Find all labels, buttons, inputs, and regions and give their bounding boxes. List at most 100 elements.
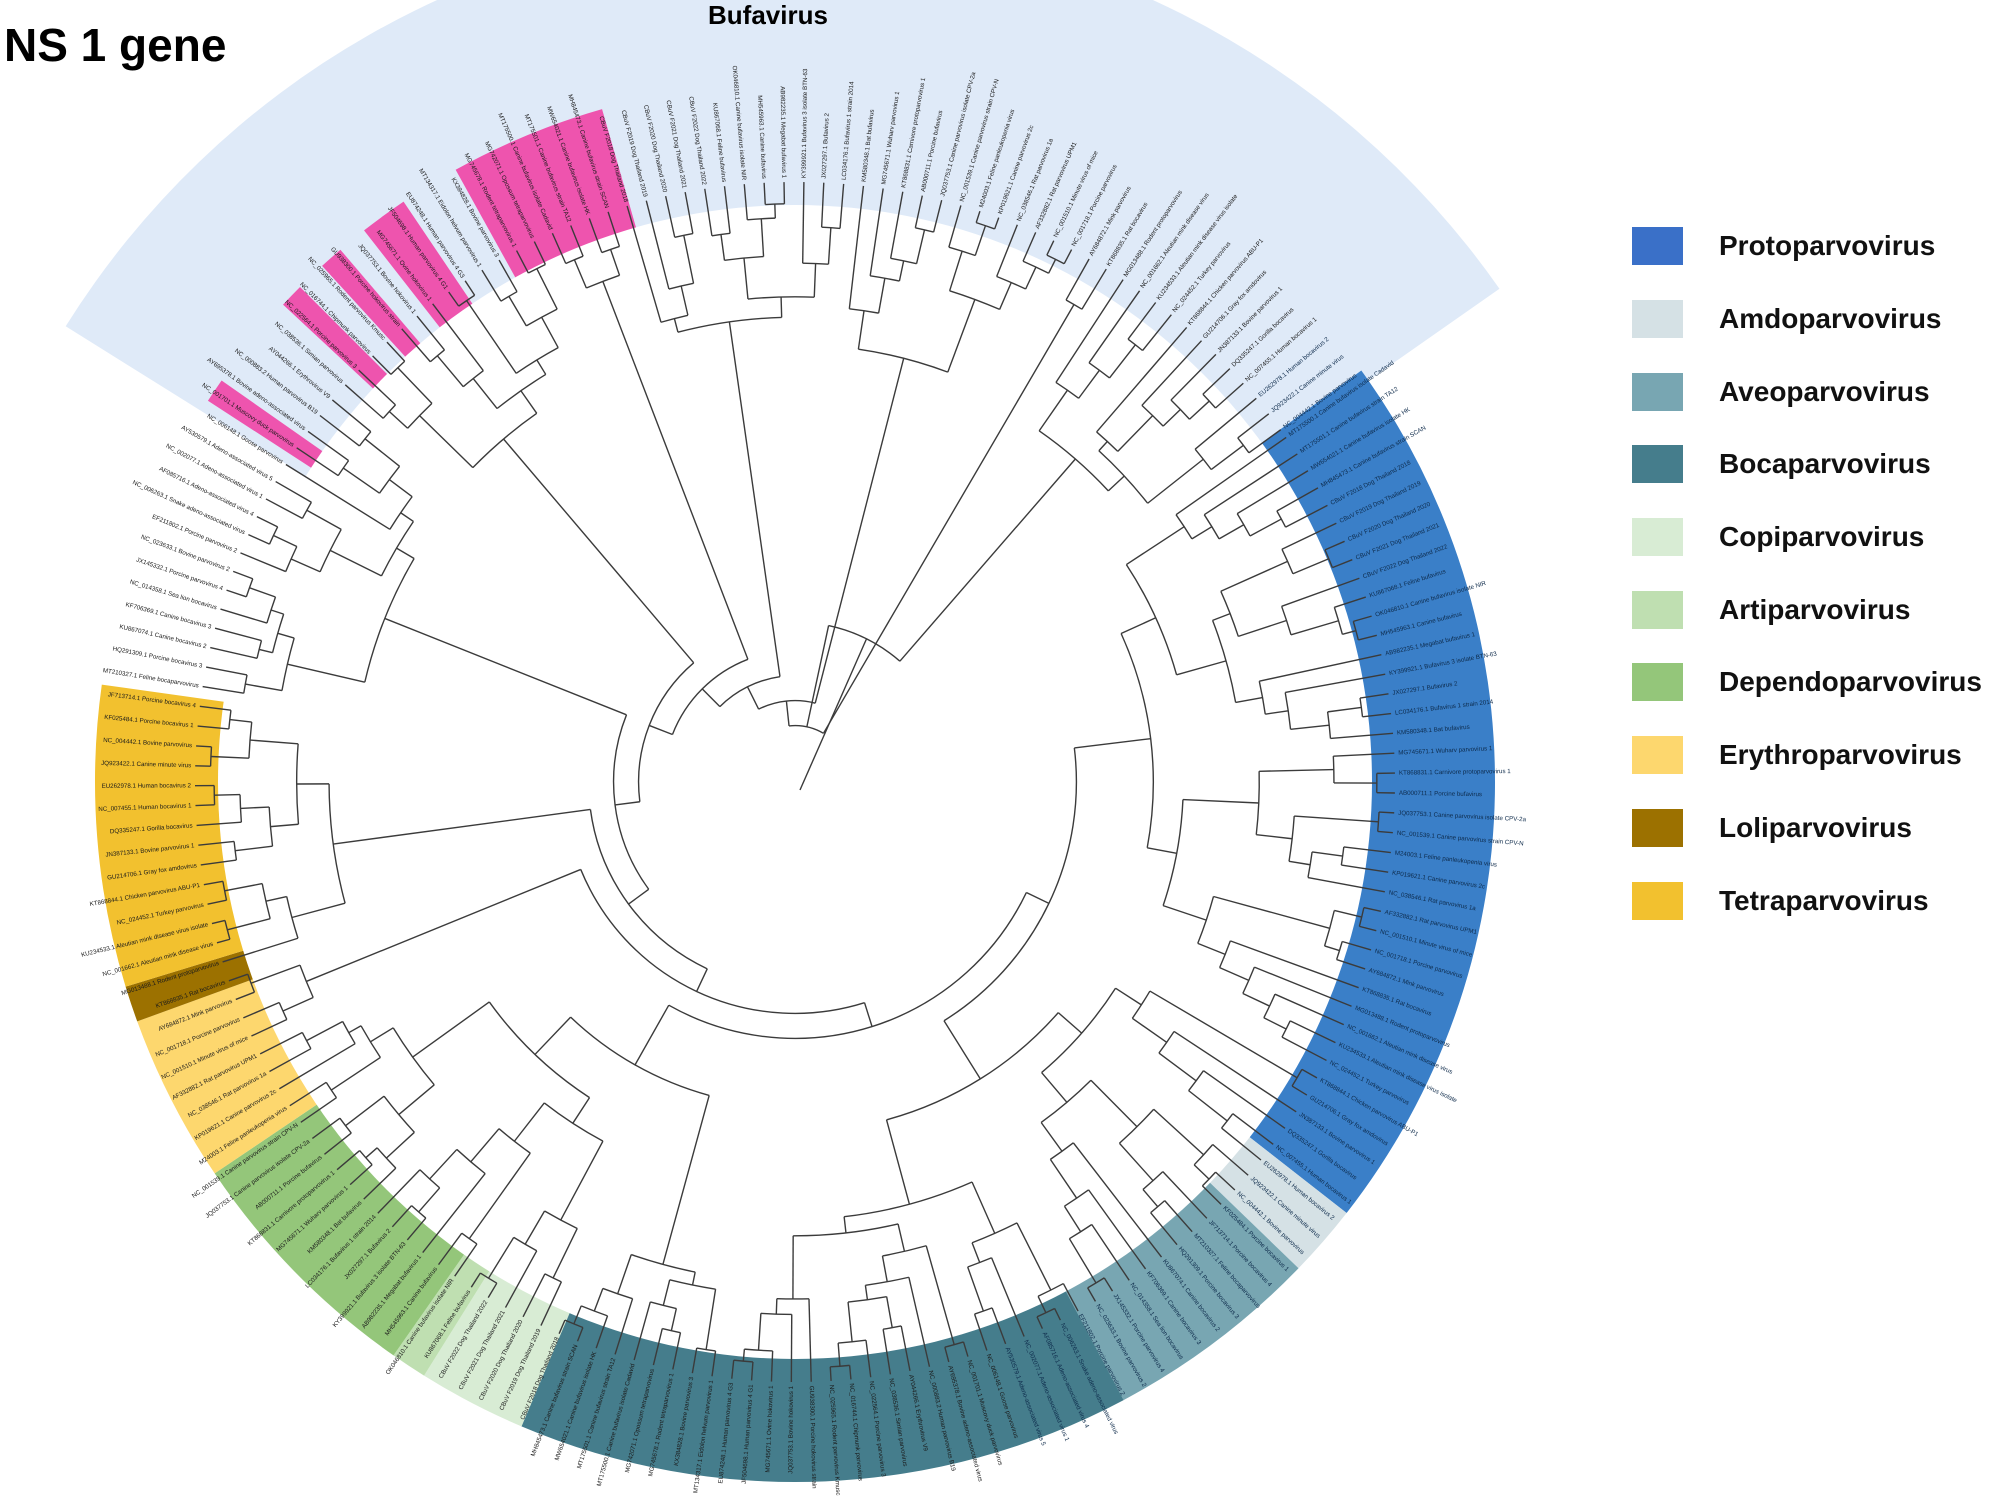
- branch-line: [974, 225, 987, 256]
- branch-line: [684, 192, 694, 234]
- branch-line: [944, 1347, 950, 1363]
- branch-line: [1333, 752, 1395, 757]
- branch-line: [481, 269, 502, 302]
- branch-line: [1197, 942, 1226, 955]
- branch-arc: [1162, 799, 1184, 906]
- branch-line: [1285, 673, 1386, 694]
- branch-line: [364, 438, 401, 467]
- branch-line: [750, 1361, 754, 1381]
- branch-line: [720, 234, 726, 261]
- branch-line: [1142, 1189, 1159, 1208]
- branch-line: [1054, 1308, 1062, 1321]
- tip-label: MG745671.1 Wuharv parvovirus 1: [1398, 745, 1493, 757]
- branch-line: [1087, 1287, 1097, 1302]
- branch-line: [827, 227, 832, 265]
- legend-swatch: [1632, 663, 1683, 702]
- branch-line: [406, 1217, 427, 1241]
- branch-line: [971, 1181, 996, 1234]
- branch-line: [829, 1366, 832, 1381]
- branch-line: [207, 899, 227, 905]
- branch-line: [200, 859, 237, 866]
- branch-arc: [1125, 564, 1178, 675]
- branch-line: [560, 1140, 604, 1221]
- tip-label: NC_007455.1 Human bocavirus 1: [98, 802, 192, 813]
- branch-line: [344, 384, 384, 419]
- branch-line: [1022, 232, 1037, 262]
- branch-line: [1213, 895, 1330, 929]
- tip-label: JX027297.1 Bufavirus 2: [821, 112, 831, 179]
- branch-line: [743, 258, 749, 300]
- tip-label: JQ923422.1 Canine minute virus: [101, 760, 191, 769]
- branch-line: [743, 184, 748, 220]
- branch-line: [1162, 409, 1181, 427]
- branch-line: [1025, 266, 1037, 290]
- branch-arc: [858, 348, 949, 373]
- branch-line: [240, 806, 270, 810]
- branch-line: [670, 1308, 678, 1331]
- legend-item-erythroparvovirus: Erythroparvovirus: [1632, 719, 1982, 792]
- branch-line: [226, 589, 247, 598]
- branch-line: [1115, 987, 1142, 1006]
- branch-line: [572, 1097, 591, 1124]
- branch-arc: [271, 613, 285, 653]
- branch-line: [614, 801, 640, 806]
- branch-line: [898, 260, 905, 282]
- branch-line: [996, 224, 1018, 277]
- branch-line: [220, 608, 268, 624]
- branch-line: [342, 467, 380, 494]
- branch-line: [843, 1216, 847, 1234]
- branch-arc: [1276, 510, 1287, 528]
- branch-line: [705, 1289, 717, 1350]
- branch-line: [336, 1150, 361, 1171]
- branch-line: [398, 1084, 435, 1116]
- branch-line: [925, 1245, 955, 1345]
- branch-line: [306, 509, 342, 531]
- branch-line: [437, 1232, 463, 1266]
- legend-label: Aveoparvovirus: [1719, 375, 1930, 407]
- branch-line: [205, 666, 248, 676]
- branch-line: [885, 1296, 893, 1328]
- branch-arc: [1022, 260, 1049, 274]
- branch-line: [1120, 617, 1157, 635]
- branch-line: [1342, 629, 1357, 635]
- branch-line: [269, 1048, 312, 1073]
- branch-arc: [886, 1012, 1059, 1121]
- branch-line: [1353, 615, 1372, 623]
- branch-line: [448, 291, 460, 307]
- branch-arc: [612, 714, 650, 890]
- branch-line: [648, 724, 673, 736]
- branch-line: [1049, 1158, 1078, 1199]
- branch-line: [522, 1273, 546, 1318]
- branch-line: [1164, 1200, 1193, 1233]
- branch-line: [757, 1313, 762, 1351]
- branch-line: [1230, 940, 1359, 989]
- branch-line: [290, 558, 321, 573]
- branch-line: [400, 512, 414, 523]
- legend-swatch: [1632, 518, 1683, 557]
- branch-arc: [488, 1001, 590, 1099]
- branch-line: [865, 1340, 872, 1378]
- branch-line: [277, 632, 295, 639]
- branch-line: [1265, 710, 1289, 715]
- branch-line: [1175, 436, 1287, 516]
- branch-line: [593, 1288, 604, 1312]
- branch-line: [396, 547, 415, 560]
- legend-label: Tetraparvovirus: [1719, 884, 1929, 916]
- branch-line: [822, 304, 1075, 734]
- legend-swatch: [1632, 808, 1683, 847]
- branch-line: [1063, 1205, 1082, 1233]
- branch-line: [628, 888, 650, 905]
- branch-line: [300, 1097, 337, 1123]
- branch-line: [278, 1043, 356, 1090]
- branch-arc: [1120, 633, 1154, 848]
- branch-line: [1016, 1222, 1052, 1291]
- branch-line: [358, 369, 396, 406]
- branch-line: [763, 182, 766, 205]
- branch-line: [470, 1128, 500, 1163]
- branch-line: [429, 1148, 458, 1180]
- branch-line: [240, 552, 286, 573]
- branch-line: [595, 1315, 609, 1349]
- tip-label: KY399921.1 Bufavirus 3 isolate BTN-63: [801, 68, 810, 178]
- legend-label: Loliparvovirus: [1719, 811, 1912, 843]
- branch-arc: [793, 1223, 899, 1237]
